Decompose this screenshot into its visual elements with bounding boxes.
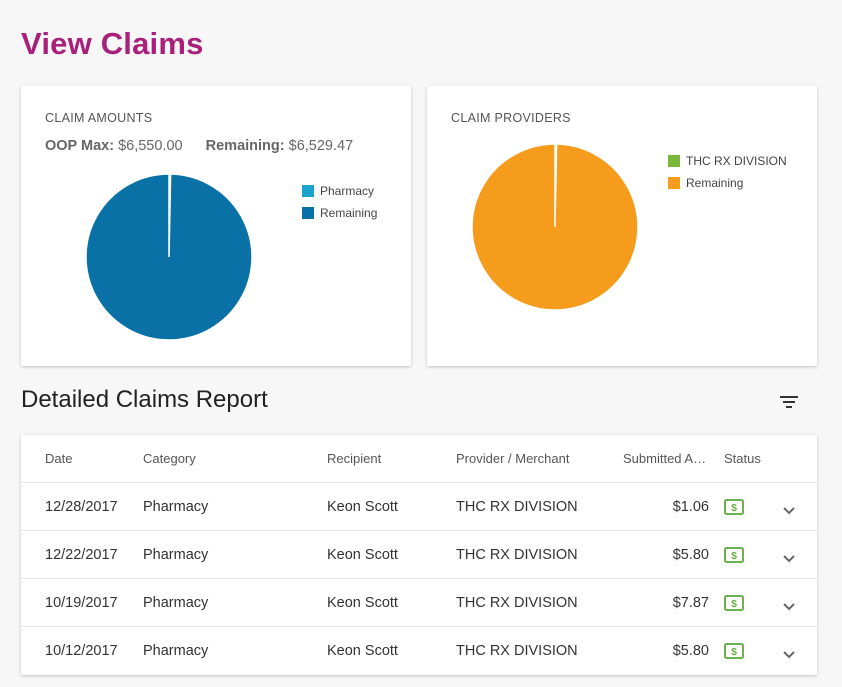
claims-table: Date Category Recipient Provider / Merch…	[21, 435, 817, 675]
table-header-row: Date Category Recipient Provider / Merch…	[21, 435, 817, 483]
claim-amounts-legend: Pharmacy Remaining	[302, 180, 377, 224]
row-recipient: Keon Scott	[327, 595, 398, 611]
legend-swatch-thc-rx-division	[668, 155, 680, 167]
row-category: Pharmacy	[143, 643, 209, 659]
row-provider: THC RX DIVISION	[456, 547, 578, 563]
table-row[interactable]: 12/22/2017 Pharmacy Keon Scott THC RX DI…	[21, 531, 817, 579]
row-date: 12/28/2017	[45, 499, 118, 515]
column-header-recipient[interactable]: Recipient	[327, 451, 382, 466]
claim-amounts-card: CLAIM AMOUNTS OOP Max: $6,550.00 Remaini…	[21, 86, 411, 366]
table-row[interactable]: 10/12/2017 Pharmacy Keon Scott THC RX DI…	[21, 627, 817, 675]
row-provider: THC RX DIVISION	[456, 595, 578, 611]
page-title: View Claims	[21, 26, 204, 61]
chevron-down-icon	[783, 651, 795, 659]
row-category: Pharmacy	[143, 595, 209, 611]
expand-row-button[interactable]	[777, 579, 801, 629]
svg-text:$: $	[731, 646, 737, 658]
dollar-icon: $	[724, 547, 744, 563]
column-header-date[interactable]: Date	[45, 451, 73, 466]
legend-swatch-remaining	[668, 177, 680, 189]
row-amount: $7.87	[672, 595, 709, 611]
legend-label-thc-rx-division: THC RX DIVISION	[686, 154, 787, 168]
table-row[interactable]: 10/19/2017 Pharmacy Keon Scott THC RX DI…	[21, 579, 817, 627]
chevron-down-icon	[783, 603, 795, 611]
row-category: Pharmacy	[143, 547, 209, 563]
legend-label-remaining: Remaining	[686, 176, 744, 190]
row-date: 12/22/2017	[45, 547, 118, 563]
remaining-label: Remaining:	[205, 138, 285, 154]
legend-swatch-pharmacy	[302, 185, 314, 197]
remaining-value: $6,529.47	[288, 138, 354, 154]
oop-summary: OOP Max: $6,550.00 Remaining: $6,529.47	[45, 138, 353, 154]
legend-swatch-remaining	[302, 207, 314, 219]
svg-text:$: $	[731, 550, 737, 562]
row-amount: $1.06	[672, 499, 709, 515]
table-row[interactable]: 12/28/2017 Pharmacy Keon Scott THC RX DI…	[21, 483, 817, 531]
claim-amounts-title: CLAIM AMOUNTS	[45, 111, 153, 125]
row-recipient: Keon Scott	[327, 499, 398, 515]
svg-text:$: $	[731, 598, 737, 610]
legend-label-remaining: Remaining	[320, 206, 378, 220]
row-amount: $5.80	[672, 643, 709, 659]
filter-icon	[780, 396, 798, 408]
chevron-down-icon	[783, 555, 795, 563]
row-status: $	[724, 531, 774, 579]
oop-max-value: $6,550.00	[118, 138, 183, 154]
dollar-icon: $	[724, 595, 744, 611]
column-header-submitted-amount[interactable]: Submitted Amount	[623, 451, 711, 466]
claim-providers-pie-chart	[471, 143, 639, 311]
row-status: $	[724, 627, 774, 675]
dollar-icon: $	[724, 499, 744, 515]
column-header-provider[interactable]: Provider / Merchant	[456, 451, 570, 466]
pie-slice-remaining[interactable]	[85, 173, 253, 341]
row-amount: $5.80	[672, 547, 709, 563]
expand-row-button[interactable]	[777, 531, 801, 581]
expand-row-button[interactable]	[777, 483, 801, 533]
row-provider: THC RX DIVISION	[456, 643, 578, 659]
column-header-status[interactable]: Status	[724, 451, 761, 466]
row-date: 10/19/2017	[45, 595, 118, 611]
report-title: Detailed Claims Report	[21, 386, 268, 413]
legend-label-pharmacy: Pharmacy	[320, 184, 375, 198]
filter-button[interactable]	[776, 389, 802, 415]
row-status: $	[724, 483, 774, 531]
row-provider: THC RX DIVISION	[456, 499, 578, 515]
claim-providers-card: CLAIM PROVIDERS THC RX DIVISION Remainin…	[427, 86, 817, 366]
row-recipient: Keon Scott	[327, 643, 398, 659]
pie-slice-remaining[interactable]	[471, 143, 639, 311]
legend-item-remaining[interactable]: Remaining	[668, 172, 787, 194]
row-category: Pharmacy	[143, 499, 209, 515]
legend-item-pharmacy[interactable]: Pharmacy	[302, 180, 377, 202]
row-recipient: Keon Scott	[327, 547, 398, 563]
row-date: 10/12/2017	[45, 643, 118, 659]
row-status: $	[724, 579, 774, 627]
claim-providers-legend: THC RX DIVISION Remaining	[668, 150, 787, 194]
svg-text:$: $	[731, 502, 737, 514]
claim-providers-title: CLAIM PROVIDERS	[451, 111, 571, 125]
oop-max-label: OOP Max:	[45, 138, 115, 154]
chevron-down-icon	[783, 507, 795, 515]
expand-row-button[interactable]	[777, 627, 801, 677]
column-header-category[interactable]: Category	[143, 451, 196, 466]
legend-item-thc-rx-division[interactable]: THC RX DIVISION	[668, 150, 787, 172]
claim-amounts-pie-chart	[85, 173, 253, 341]
dollar-icon: $	[724, 643, 744, 659]
legend-item-remaining[interactable]: Remaining	[302, 202, 377, 224]
